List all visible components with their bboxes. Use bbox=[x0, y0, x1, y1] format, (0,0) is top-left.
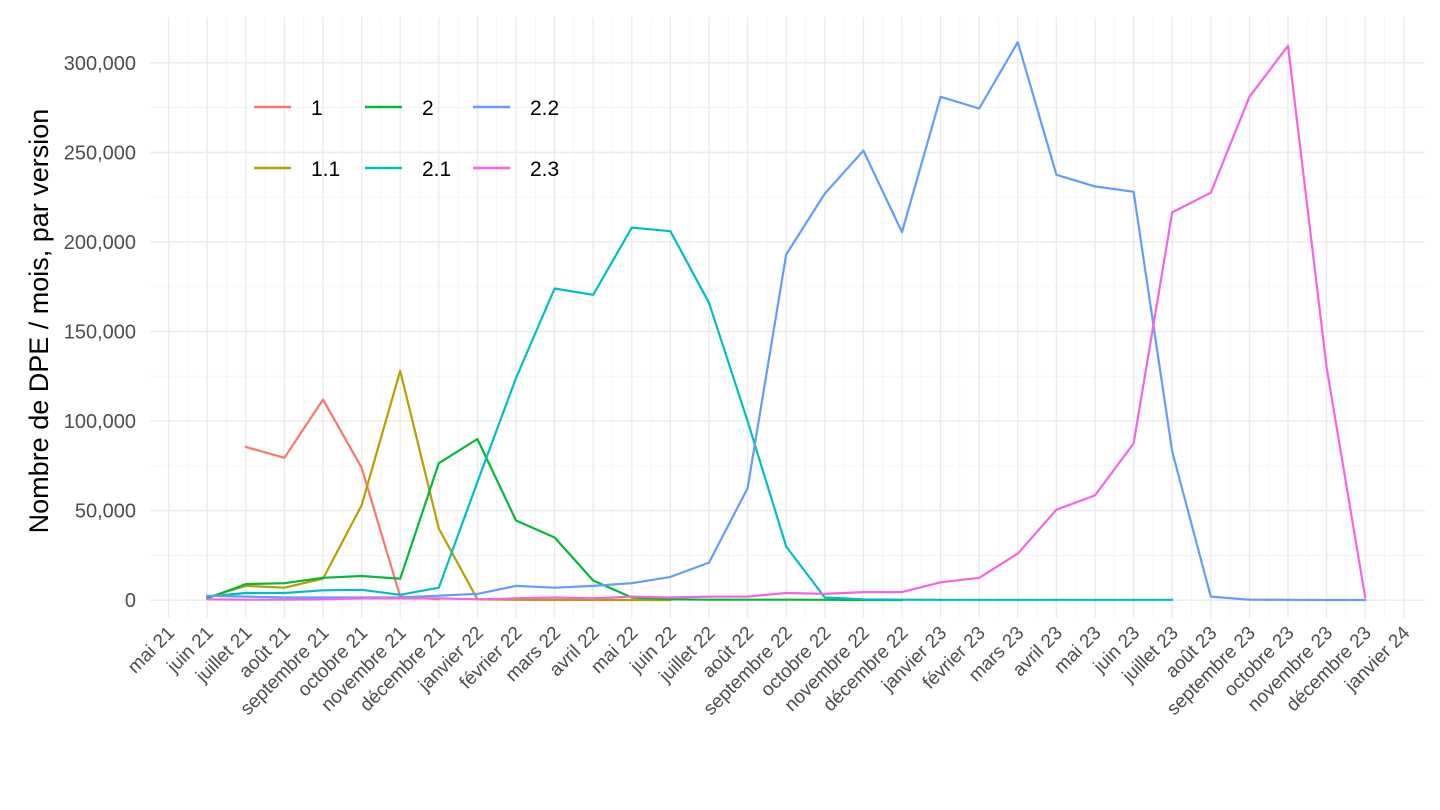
legend-label-2: 2 bbox=[422, 97, 434, 120]
series-lines bbox=[206, 41, 1367, 602]
y-tick-label: 50,000 bbox=[75, 501, 136, 523]
gridlines bbox=[150, 17, 1425, 618]
y-tick-label: 0 bbox=[125, 590, 136, 612]
y-tick-label: 150,000 bbox=[64, 322, 136, 344]
series-line-1-1 bbox=[206, 369, 672, 602]
series-line-2-1 bbox=[206, 226, 1174, 601]
series-line-2-3 bbox=[206, 44, 1367, 601]
legend: 1 2 2.2 1.1 2.1 2.3 bbox=[254, 97, 559, 181]
y-tick-label: 200,000 bbox=[64, 232, 136, 254]
legend-label-2-2: 2.2 bbox=[530, 97, 559, 120]
y-axis-title: Nombre de DPE / mois, par version bbox=[24, 109, 54, 534]
y-tick-label: 300,000 bbox=[64, 53, 136, 75]
y-tick-label: 100,000 bbox=[64, 411, 136, 433]
y-axis-ticks: 0 50,000 100,000 150,000 200,000 250,000 300,0… bbox=[64, 53, 136, 612]
legend-label-2-3: 2.3 bbox=[530, 158, 559, 181]
y-tick-label: 250,000 bbox=[64, 142, 136, 164]
legend-label-1-1: 1.1 bbox=[311, 158, 340, 181]
series-line-2 bbox=[206, 437, 904, 602]
legend-label-1: 1 bbox=[311, 97, 323, 120]
legend-label-2-1: 2.1 bbox=[422, 158, 451, 181]
